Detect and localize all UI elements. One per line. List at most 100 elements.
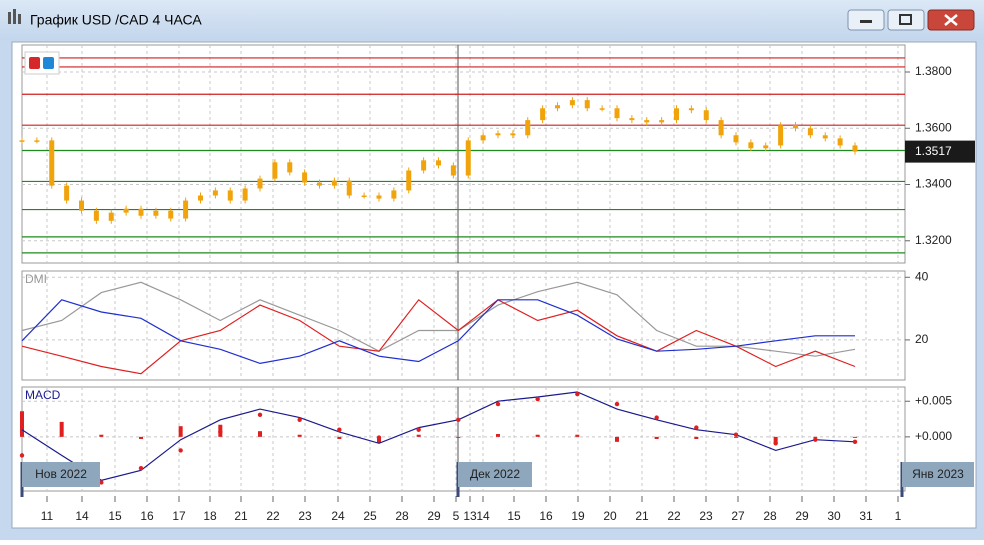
histogram-bar bbox=[337, 436, 342, 439]
candle bbox=[644, 120, 650, 123]
histogram-bar bbox=[99, 434, 104, 437]
candle bbox=[361, 195, 367, 197]
candle bbox=[212, 190, 218, 196]
candle bbox=[555, 105, 560, 109]
panel-frame bbox=[21, 270, 906, 381]
x-tick-label: 22 bbox=[266, 509, 280, 523]
candle bbox=[822, 135, 828, 139]
y-tick-label: 40 bbox=[915, 269, 929, 283]
candle bbox=[480, 135, 486, 141]
maximize-button[interactable] bbox=[887, 9, 925, 31]
candle bbox=[406, 170, 412, 191]
y-tick-label: +0.005 bbox=[915, 393, 952, 407]
indicator-line bbox=[21, 281, 856, 357]
candle bbox=[659, 120, 665, 123]
current-price-label: 1.3517 bbox=[915, 144, 952, 158]
x-tick-label: 23 bbox=[298, 509, 312, 523]
candle bbox=[465, 140, 471, 176]
y-tick-label: 1.3200 bbox=[915, 233, 952, 247]
histogram-bar bbox=[535, 434, 540, 437]
candle bbox=[763, 145, 769, 149]
month-box bbox=[22, 462, 100, 487]
signal-dot bbox=[575, 391, 580, 397]
signal-dot bbox=[852, 439, 858, 445]
candle bbox=[748, 142, 754, 149]
histogram-bar bbox=[813, 436, 818, 438]
histogram-bar bbox=[20, 411, 24, 437]
x-tick-label: 11 bbox=[41, 509, 54, 523]
candle bbox=[421, 160, 427, 171]
candle bbox=[733, 135, 739, 143]
x-tick-label: 15 bbox=[507, 509, 521, 523]
signal-dot bbox=[19, 453, 25, 458]
x-tick-label: 18 bbox=[203, 509, 217, 523]
signal-dot bbox=[495, 401, 501, 407]
candle bbox=[317, 182, 322, 186]
candle bbox=[168, 210, 174, 219]
month-label: Нов 2022 bbox=[35, 467, 87, 481]
signal-dot bbox=[694, 425, 699, 430]
window-icon bbox=[8, 9, 21, 24]
signal-dot bbox=[376, 435, 382, 440]
signal-dot bbox=[416, 427, 421, 432]
candle bbox=[19, 140, 25, 142]
signal-dot bbox=[178, 448, 183, 453]
blue-icon bbox=[43, 57, 54, 69]
histogram-bar bbox=[654, 436, 659, 439]
candle bbox=[242, 188, 248, 201]
candle bbox=[793, 125, 798, 129]
candle bbox=[436, 160, 441, 166]
candle bbox=[540, 108, 546, 121]
candle bbox=[525, 120, 531, 136]
histogram-bar bbox=[734, 436, 738, 438]
histogram-bar bbox=[139, 436, 143, 439]
x-tick-label: 14 bbox=[75, 509, 89, 523]
signal-dot bbox=[535, 396, 540, 402]
x-tick-label: 5 bbox=[453, 509, 460, 523]
month-box bbox=[902, 462, 974, 487]
histogram-bar bbox=[258, 431, 262, 437]
candle bbox=[49, 140, 55, 186]
x-tick-label: 25 bbox=[363, 509, 377, 523]
histogram-bar bbox=[853, 436, 857, 438]
x-tick-label: 23 bbox=[699, 509, 713, 523]
candle bbox=[703, 110, 709, 121]
x-tick-label: 19 bbox=[571, 509, 585, 523]
y-tick-label: +0.000 bbox=[915, 429, 952, 443]
candle bbox=[852, 145, 858, 152]
title-bar bbox=[0, 0, 984, 40]
candle bbox=[257, 178, 263, 189]
signal-dot bbox=[297, 417, 302, 422]
x-tick-label: 24 bbox=[331, 509, 345, 523]
maximize-icon bbox=[899, 14, 912, 25]
x-tick-label: 28 bbox=[395, 509, 409, 523]
candle bbox=[391, 190, 397, 199]
candle bbox=[64, 185, 70, 201]
x-tick-label: 15 bbox=[108, 509, 122, 523]
signal-dot bbox=[337, 427, 342, 432]
signal-dot bbox=[614, 401, 620, 407]
y-tick-label: 1.3600 bbox=[915, 120, 952, 134]
candle bbox=[584, 100, 590, 109]
candle bbox=[376, 195, 382, 199]
signal-dot bbox=[456, 417, 461, 422]
candle bbox=[123, 208, 129, 213]
x-tick-label: 14 bbox=[476, 509, 490, 523]
histogram-bar bbox=[615, 436, 619, 442]
x-tick-label: 17 bbox=[172, 509, 186, 523]
y-tick-label: 1.3400 bbox=[915, 177, 952, 191]
signal-dot bbox=[654, 415, 659, 420]
x-tick-label: 21 bbox=[635, 509, 649, 523]
candle bbox=[674, 108, 679, 121]
x-tick-label: 20 bbox=[603, 509, 617, 523]
indicator-line bbox=[21, 391, 856, 481]
x-tick-label: 29 bbox=[795, 509, 809, 523]
candle bbox=[629, 118, 635, 121]
candle bbox=[614, 108, 620, 119]
panel-title: DMI bbox=[25, 272, 47, 286]
candle bbox=[718, 120, 724, 136]
month-box bbox=[458, 462, 532, 487]
signal-dot bbox=[733, 432, 739, 437]
candle bbox=[108, 212, 114, 221]
x-tick-label: 16 bbox=[539, 509, 553, 523]
